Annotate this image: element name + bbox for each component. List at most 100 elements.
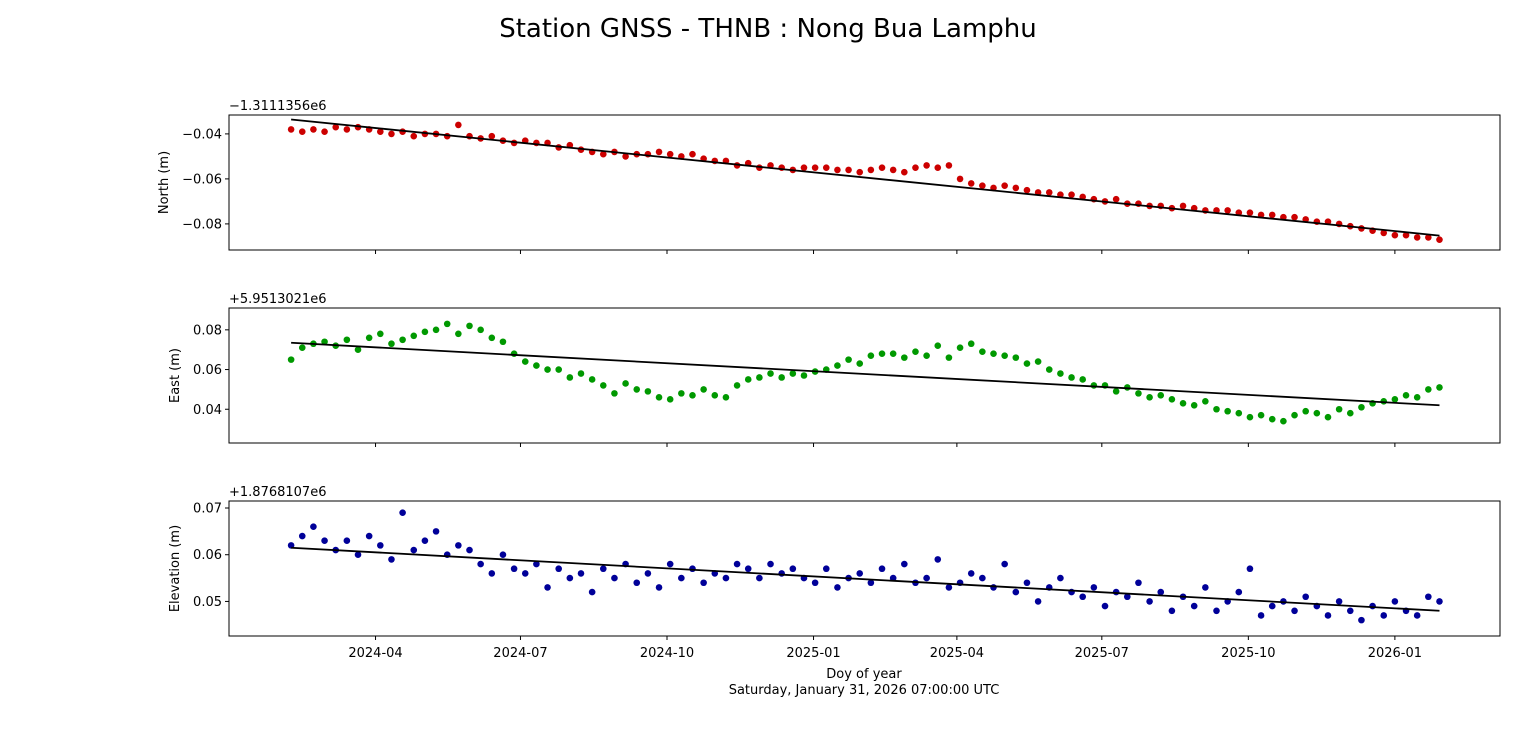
east-data-point: [466, 322, 473, 330]
elevation-data-point: [466, 546, 473, 554]
elevation-data-point: [611, 574, 618, 582]
east-data-point: [722, 394, 730, 401]
east-data-point: [867, 352, 875, 359]
elevation-data-point: [521, 570, 529, 577]
elevation-data-point: [1268, 602, 1276, 610]
east-data-point: [1358, 403, 1365, 411]
elevation-data-point: [544, 584, 551, 591]
east-data-point: [1190, 401, 1198, 409]
east-data-point: [611, 390, 618, 397]
north-data-point: [666, 150, 674, 158]
elevation-data-point: [990, 584, 997, 591]
y-tick-label: 0.04: [193, 403, 222, 418]
axes-frame: [228, 500, 1501, 637]
elevation-data-point: [811, 579, 819, 587]
elevation-data-point: [321, 537, 328, 545]
elevation-data-point: [923, 574, 930, 582]
elevation-data-point: [421, 537, 429, 545]
east-data-point: [1257, 411, 1265, 419]
east-data-point: [956, 344, 964, 352]
elevation-data-point: [744, 565, 752, 573]
elevation-data-point: [678, 574, 685, 582]
north-data-point: [1291, 213, 1298, 221]
north-data-point: [287, 126, 295, 133]
elevation-data-point: [577, 570, 585, 577]
elevation-data-point: [778, 570, 785, 577]
elevation-data-point: [377, 542, 384, 549]
east-data-point: [756, 374, 763, 381]
north-data-point: [599, 150, 607, 158]
elevation-data-point: [1235, 588, 1243, 596]
north-data-point: [655, 148, 663, 156]
north-data-point: [310, 126, 317, 133]
elevation-data-point: [945, 584, 953, 591]
east-data-point: [1090, 382, 1098, 389]
y-axis-label: Elevation (m): [168, 525, 183, 612]
elevation-data-point: [1023, 579, 1031, 587]
east-data-point: [945, 354, 953, 361]
elevation-data-point: [1213, 607, 1220, 615]
east-data-point: [878, 350, 886, 357]
elevation-data-point: [979, 574, 986, 582]
east-data-point: [1045, 366, 1053, 373]
y-axis-label: East (m): [168, 348, 183, 403]
y-offset-label: +5.9513021e6: [229, 292, 326, 307]
elevation-data-point: [1335, 598, 1343, 605]
north-data-point: [822, 164, 830, 171]
east-data-point: [510, 350, 518, 357]
east-data-point: [689, 392, 696, 399]
x-tick-label: 2026-01: [1368, 646, 1422, 661]
elevation-data-point: [432, 528, 440, 535]
north-data-point: [934, 164, 942, 171]
elevation-data-point: [967, 570, 975, 577]
elevation-data-point: [599, 565, 607, 573]
elevation-data-point: [1190, 602, 1198, 610]
east-data-point: [455, 330, 462, 338]
elevation-data-point: [588, 588, 596, 596]
east-data-point: [1202, 398, 1209, 405]
north-data-point: [878, 164, 886, 171]
east-data-point: [889, 350, 897, 357]
east-data-point: [678, 390, 685, 397]
elevation-data-point: [789, 565, 797, 573]
east-data-point: [1391, 396, 1399, 403]
east-data-point: [834, 362, 841, 369]
east-trend-line: [291, 341, 1440, 407]
elevation-data-point: [1168, 607, 1176, 615]
east-data-point: [934, 342, 942, 350]
elevation-data-point: [756, 574, 763, 582]
east-data-point: [789, 370, 797, 377]
north-data-point: [1045, 189, 1053, 196]
north-data-point: [1224, 207, 1231, 214]
elevation-data-point: [644, 570, 652, 577]
east-data-point: [1268, 415, 1276, 423]
east-data-point: [1425, 386, 1432, 393]
east-data-point: [1157, 392, 1165, 399]
north-data-point: [622, 153, 629, 160]
east-data-point: [1436, 384, 1443, 391]
elevation-data-point: [700, 579, 707, 587]
east-data-point: [1079, 376, 1087, 383]
east-data-point: [1179, 399, 1187, 407]
elevation-data-point: [566, 574, 574, 582]
north-data-point: [1402, 231, 1410, 239]
elevation-data-point: [1034, 598, 1042, 605]
east-data-point: [744, 376, 752, 383]
elevation-data-point: [1001, 560, 1008, 568]
north-data-point: [332, 123, 340, 131]
x-tick-label: 2024-10: [640, 646, 694, 661]
y-tick-label: 0.07: [193, 502, 222, 517]
east-data-point: [577, 370, 585, 377]
elevation-data-point: [1324, 612, 1332, 619]
east-data-point: [1112, 388, 1120, 395]
north-data-point: [901, 168, 908, 176]
east-data-point: [1246, 413, 1254, 421]
elevation-data-point: [934, 556, 942, 563]
east-data-point: [1135, 390, 1142, 397]
east-data-point: [321, 338, 328, 346]
elevation-data-point: [1380, 612, 1388, 619]
elevation-data-point: [655, 584, 663, 591]
elevation-data-point: [856, 570, 864, 577]
east-data-point: [354, 346, 362, 353]
east-data-point: [488, 334, 496, 342]
